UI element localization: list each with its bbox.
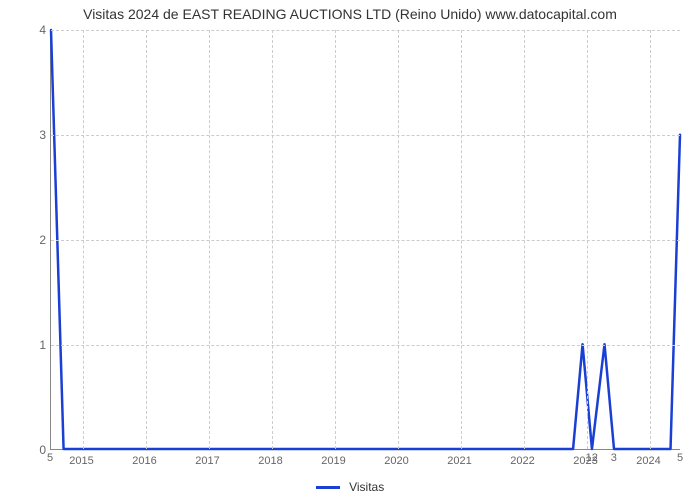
chart-container: Visitas 2024 de EAST READING AUCTIONS LT… (0, 0, 700, 500)
x-tick-label: 2018 (258, 455, 282, 467)
data-point-label: 12 (586, 452, 598, 464)
grid-line-vertical (209, 30, 210, 449)
y-tick-label: 3 (28, 128, 46, 142)
chart-title: Visitas 2024 de EAST READING AUCTIONS LT… (0, 6, 700, 22)
x-tick-label: 2022 (510, 455, 534, 467)
y-tick-label: 0 (28, 443, 46, 457)
x-tick-label: 2017 (195, 455, 219, 467)
data-point-label: 5 (677, 452, 683, 464)
legend: Visitas (0, 480, 700, 494)
legend-label: Visitas (349, 480, 384, 494)
plot-area (50, 30, 680, 450)
x-tick-label: 2021 (447, 455, 471, 467)
grid-line-vertical (272, 30, 273, 449)
grid-line-vertical (650, 30, 651, 449)
data-point-label: 3 (611, 452, 617, 464)
x-tick-label: 2020 (384, 455, 408, 467)
grid-line-vertical (398, 30, 399, 449)
grid-line-vertical (461, 30, 462, 449)
grid-line-vertical (587, 30, 588, 449)
x-tick-label: 2019 (321, 455, 345, 467)
grid-line-vertical (83, 30, 84, 449)
y-tick-label: 1 (28, 338, 46, 352)
grid-line-vertical (524, 30, 525, 449)
legend-swatch (316, 486, 340, 489)
grid-line-vertical (146, 30, 147, 449)
data-point-label: 5 (47, 452, 53, 464)
x-tick-label: 2015 (69, 455, 93, 467)
x-tick-label: 2024 (636, 455, 660, 467)
x-tick-label: 2016 (132, 455, 156, 467)
y-tick-label: 2 (28, 233, 46, 247)
y-tick-label: 4 (28, 23, 46, 37)
grid-line-vertical (335, 30, 336, 449)
